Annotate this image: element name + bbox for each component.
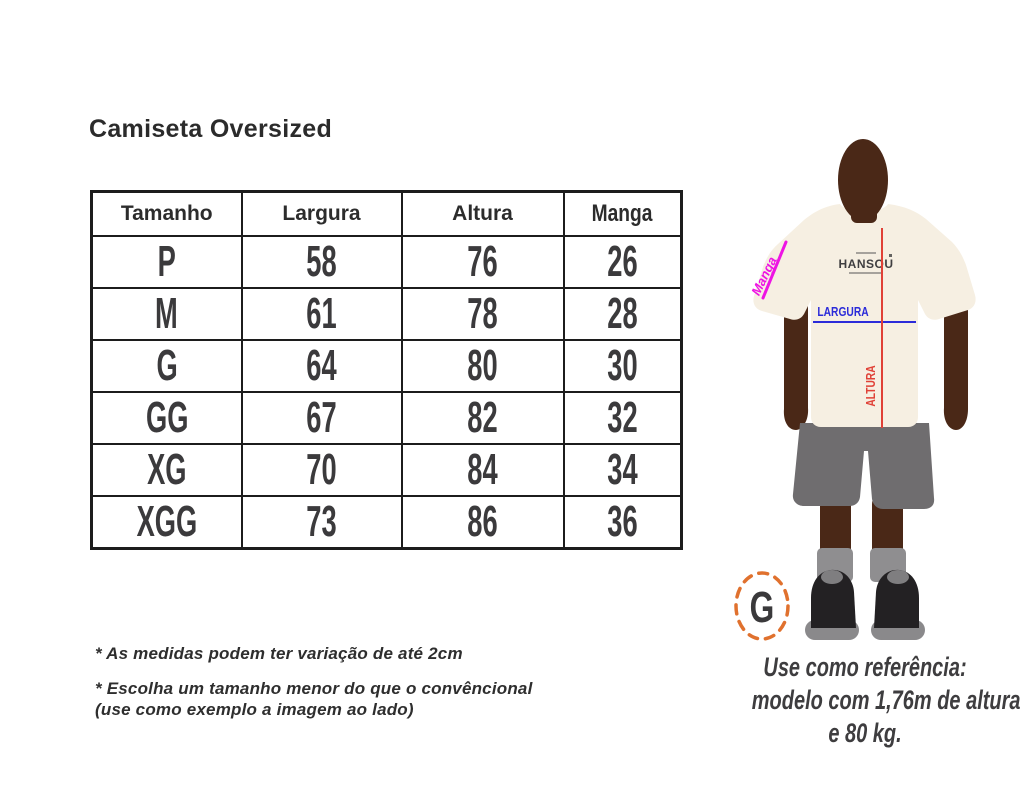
table-row: XG 70 84 34 [90,443,683,497]
cell-largura: 58 [240,235,403,289]
shirt-logo: HANSOU [838,257,893,271]
cell-altura: 78 [400,287,565,341]
cell-manga: 26 [562,235,683,289]
header-label: Tamanho [120,202,213,225]
footnotes: * As medidas podem ter variação de até 2… [95,644,533,721]
cell-size: GG [90,391,243,445]
footnote-size-advice: * Escolha um tamanho menor do que o conv… [95,678,533,721]
right-sneaker [874,569,919,628]
head-silhouette [838,139,888,221]
cell-largura: 70 [240,443,403,497]
altura-label: ALTURA [865,365,878,406]
right-shoe-tongue [887,570,909,584]
reference-line: e 80 kg. [828,717,902,748]
shirt-logo-tagline [849,272,883,274]
right-arm-silhouette [943,295,968,430]
cell-size: G [90,339,243,393]
left-sneaker [811,569,856,628]
footnote-line: (use como exemplo a imagem ao lado) [95,700,414,720]
shirt-logo-topline [856,252,876,254]
manga-measure-line [761,240,788,300]
footnote-measurement-variation: * As medidas podem ter variação de até 2… [95,644,463,663]
cell-altura: 80 [400,339,565,393]
reference-text: Use como referência: modelo com 1,76m de… [712,651,1021,750]
cell-manga: 32 [562,391,683,445]
table-row: GG 67 82 32 [90,391,683,445]
cell-manga: 36 [562,495,683,550]
header-label: Largura [282,202,361,225]
cell-size: P [90,235,243,289]
table-row: M 61 78 28 [90,287,683,341]
left-shoe-tongue [821,570,843,584]
cell-largura: 64 [240,339,403,393]
cell-largura: 73 [240,495,403,550]
page-title: Camiseta Oversized [89,115,333,143]
cell-largura: 61 [240,287,403,341]
reference-line: modelo com 1,76m de altura [751,684,1021,715]
header-cell-largura: Largura [240,190,403,237]
table-row: P 58 76 26 [90,235,683,289]
cell-size: XGG [90,495,243,550]
cell-size: M [90,287,243,341]
cell-manga: 34 [562,443,683,497]
shirt-logo-caret [889,254,892,257]
cell-altura: 84 [400,443,565,497]
cell-altura: 82 [400,391,565,445]
size-badge-ring [734,571,790,641]
cell-manga: 30 [562,339,683,393]
cell-altura: 86 [400,495,565,550]
header-label: Manga [591,200,653,227]
table-row: XGG 73 86 36 [90,495,683,550]
header-cell-altura: Altura [400,190,565,237]
left-leg-silhouette [820,490,851,560]
cell-size: XG [90,443,243,497]
table-row: G 64 80 30 [90,339,683,393]
shorts-shape [792,423,935,509]
size-badge-letter: G [750,583,775,632]
tshirt-shape [753,204,976,427]
largura-label: LARGURA [817,306,868,319]
model-illustration: HANSOU Manga LARGURA ALTURA G [734,139,976,641]
right-leg-silhouette [872,492,903,562]
size-table: Tamanho Largura Altura Manga P 58 76 26 … [90,190,683,550]
left-arm-silhouette [783,295,809,430]
shirt-logo-group: HANSOU [838,252,893,274]
header-cell-tamanho: Tamanho [90,190,243,237]
footnote-line: * Escolha um tamanho menor do que o conv… [95,679,533,698]
cell-altura: 76 [400,235,565,289]
cell-manga: 28 [562,287,683,341]
reference-line: Use como referência: [763,652,967,682]
cell-largura: 67 [240,391,403,445]
header-cell-manga: Manga [562,190,683,237]
table-header-row: Tamanho Largura Altura Manga [90,190,683,237]
header-label: Altura [452,202,513,225]
